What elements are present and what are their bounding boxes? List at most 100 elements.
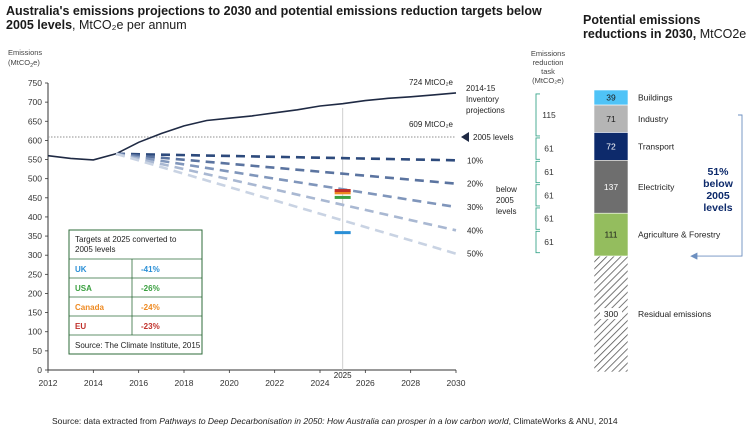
stack-segment <box>593 160 629 214</box>
source-note: Source: data extracted from Pathways to … <box>52 416 618 426</box>
scenario-label: 50% <box>467 250 483 259</box>
x-tick-label: 2020 <box>220 378 239 388</box>
annotation-text: below <box>703 178 734 190</box>
y-tick-label: 700 <box>28 97 42 107</box>
task-bracket <box>535 160 540 184</box>
stack-category: Buildings <box>638 93 673 103</box>
stack-value: 137 <box>604 182 618 192</box>
inset-title-1: Targets at 2025 converted to <box>75 235 177 244</box>
task-bracket <box>535 184 540 207</box>
y-tick-label: 450 <box>28 193 42 203</box>
projection-label-3: projections <box>466 106 505 115</box>
task-header-line: task <box>541 67 555 76</box>
scenario-label: 10% <box>467 156 483 165</box>
reference-value-label: 609 MtCO₂e <box>409 120 454 129</box>
scenario-line <box>115 152 457 162</box>
x-tick-label: 2026 <box>356 378 375 388</box>
annotation-text: 2005 <box>706 190 730 202</box>
task-value: 61 <box>544 167 554 177</box>
chart-title-line2: 2005 levels, MtCO₂e per annum <box>6 18 187 32</box>
scenario-line <box>115 152 457 185</box>
inset-country: EU <box>75 322 86 331</box>
inset-value: -24% <box>141 303 160 312</box>
right-title-line1: Potential emissions <box>583 13 700 27</box>
x-tick-label: 2012 <box>39 378 58 388</box>
task-bracket <box>535 137 540 160</box>
task-header-line: Emissions <box>531 49 565 58</box>
scenario-line <box>115 152 457 209</box>
plot-labels: 724 MtCO₂e 609 MtCO₂e 2014-15 Inventory proj… <box>409 78 517 259</box>
stack-category: Electricity <box>638 182 675 192</box>
scenario-note: levels <box>496 207 516 216</box>
inset-value: -26% <box>141 284 160 293</box>
stack-value: 71 <box>606 114 616 124</box>
target-marker <box>334 195 351 199</box>
task-bracket <box>535 230 540 254</box>
end-value-label: 724 MtCO₂e <box>409 78 454 87</box>
y-tick-label: 300 <box>28 250 42 260</box>
scenario-label: 20% <box>467 180 483 189</box>
scenario-line <box>115 152 457 232</box>
inset-source: Source: The Climate Institute, 2015 <box>75 341 201 350</box>
y-tick-label: 50 <box>33 346 43 356</box>
x-tick-label: 2028 <box>401 378 420 388</box>
x-tick-label: 2016 <box>129 378 148 388</box>
inset-frame <box>68 229 203 355</box>
x-axis-ticks: 2012 2014 2016 2018 2020 2022 2024 2026 2028 2030… <box>39 108 466 388</box>
stack-segment <box>593 104 629 133</box>
projection-label-2: Inventory <box>466 95 499 104</box>
task-value: 61 <box>544 237 554 247</box>
y-tick-label: 100 <box>28 327 42 337</box>
scenario-label: 30% <box>467 203 483 212</box>
reference-pointer-icon <box>461 131 469 142</box>
reference-label: 2005 levels <box>473 133 513 142</box>
stack-value: 300 <box>604 309 618 319</box>
x-tick-label: 2014 <box>84 378 103 388</box>
stacked-bar: 39 Buildings 71 Industry 72 Transport 137 Elect… <box>593 89 743 373</box>
y-tick-label: 200 <box>28 288 42 298</box>
stack-value: 39 <box>606 93 616 103</box>
task-header-line: (MtCO₂e) <box>532 76 564 85</box>
y-axis-label-line1: Emissions <box>8 48 42 57</box>
stack-value: 72 <box>606 141 616 151</box>
inset-country: UK <box>75 265 87 274</box>
inset-value: -23% <box>141 322 160 331</box>
task-value: 61 <box>544 190 554 200</box>
annotation-text: 51% <box>707 166 729 178</box>
stack-category: Industry <box>638 114 669 124</box>
y-tick-label: 550 <box>28 155 42 165</box>
stack-value: 111 <box>605 230 618 240</box>
target-marker <box>334 189 351 193</box>
projection-line <box>47 92 457 161</box>
inset-value: -41% <box>141 265 160 274</box>
task-bracket <box>535 207 540 230</box>
target-marker <box>334 191 351 195</box>
stack-category: Transport <box>638 141 675 151</box>
task-bracket <box>535 93 540 137</box>
task-brackets: 115 61 61 61 61 61 <box>535 93 556 254</box>
x-tick-label: 2030 <box>447 378 466 388</box>
y-axis-label-line2: (MtCO2e) <box>8 58 40 69</box>
stack-value-bg <box>600 308 622 320</box>
stack-category: Agriculture & Forestry <box>638 230 721 240</box>
inset-title-2: 2005 levels <box>75 245 115 254</box>
scenario-note: 2005 <box>496 196 514 205</box>
x-tick-label: 2024 <box>311 378 330 388</box>
task-value: 61 <box>544 144 554 154</box>
x-tick-label: 2018 <box>175 378 194 388</box>
stack-segment <box>593 212 629 257</box>
plot-series <box>47 92 457 255</box>
y-axis-ticks: 0 50 100 150 200 250 300 350 400 450 500 550 600 650 7… <box>28 78 49 375</box>
y-tick-label: 500 <box>28 174 42 184</box>
y-tick-label: 350 <box>28 231 42 241</box>
stack-category: Residual emissions <box>638 309 711 319</box>
y-tick-label: 400 <box>28 212 42 222</box>
y-tick-label: 250 <box>28 269 42 279</box>
target-marker <box>334 231 351 235</box>
inset-country: USA <box>75 284 92 293</box>
scenario-note: below <box>496 185 517 194</box>
projection-label-1: 2014-15 <box>466 84 496 93</box>
